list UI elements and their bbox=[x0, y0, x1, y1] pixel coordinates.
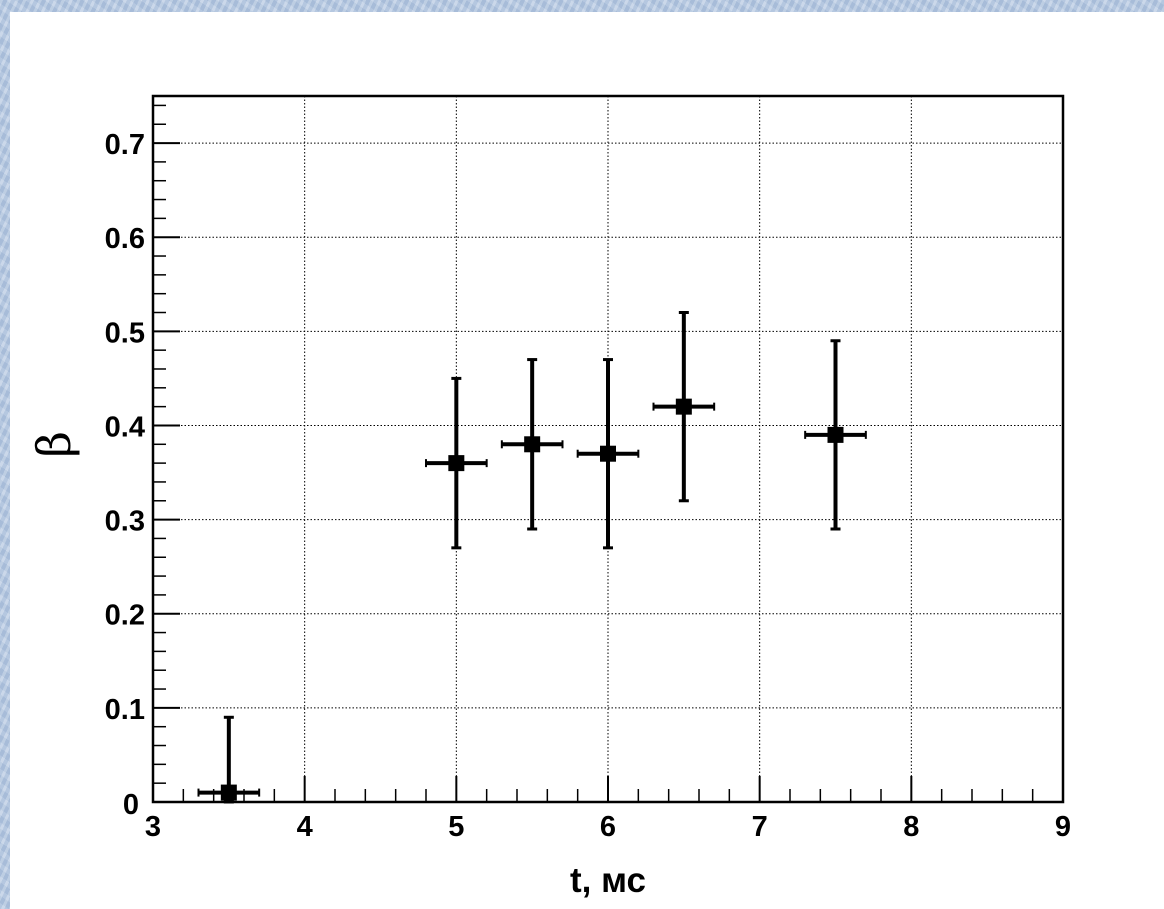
y-tick-label: 0.3 bbox=[105, 506, 145, 538]
data-point bbox=[804, 339, 867, 531]
x-tick-label: 7 bbox=[752, 811, 768, 843]
chart-canvas: 3 4 5 6 7 8 9 0 0.1 0.2 0.3 0.4 0.5 0.6 0.7 t, мс β bbox=[10, 12, 1164, 909]
square-marker bbox=[675, 398, 692, 415]
y-tick-label: 0.7 bbox=[105, 129, 145, 161]
y-tick-label: 0.1 bbox=[105, 694, 145, 726]
x-tick-label: 6 bbox=[600, 811, 616, 843]
data-point bbox=[197, 715, 261, 804]
data-point bbox=[500, 358, 564, 531]
x-axis-title: t, мс bbox=[570, 861, 646, 900]
plot-frame bbox=[151, 94, 1065, 804]
square-marker bbox=[448, 455, 465, 472]
square-marker bbox=[827, 426, 844, 443]
y-tick-label: 0 bbox=[123, 789, 139, 821]
tick-labels: 3 4 5 6 7 8 9 0 0.1 0.2 0.3 0.4 0.5 0.6 0.7 bbox=[105, 129, 1071, 843]
square-marker bbox=[600, 445, 616, 462]
data-point bbox=[425, 376, 488, 550]
chart-svg: 3 4 5 6 7 8 9 0 0.1 0.2 0.3 0.4 0.5 0.6 0.7 t, мс β bbox=[27, 94, 1071, 900]
x-tick-label: 5 bbox=[448, 811, 464, 843]
data-points bbox=[197, 311, 867, 804]
x-tick-label: 8 bbox=[903, 811, 919, 843]
y-tick-label: 0.5 bbox=[105, 317, 145, 349]
x-tick-label: 3 bbox=[145, 811, 161, 843]
square-marker bbox=[220, 784, 237, 801]
y-axis-title: β bbox=[27, 431, 81, 458]
square-marker bbox=[524, 436, 541, 453]
x-tick-label: 9 bbox=[1055, 811, 1071, 843]
y-tick-label: 0.2 bbox=[105, 600, 145, 632]
y-tick-label: 0.6 bbox=[105, 223, 145, 255]
data-point bbox=[652, 311, 716, 503]
x-tick-label: 4 bbox=[297, 811, 313, 843]
data-point bbox=[576, 358, 640, 550]
y-tick-label: 0.4 bbox=[105, 411, 145, 443]
